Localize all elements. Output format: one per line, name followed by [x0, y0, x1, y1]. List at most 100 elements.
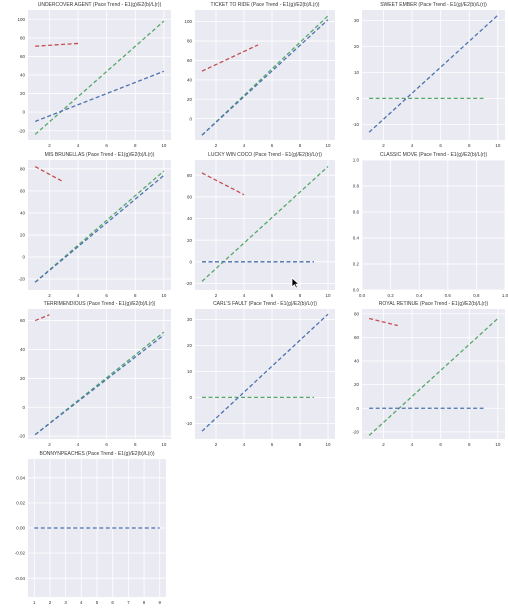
- plot-background: [195, 309, 335, 439]
- y-tick-label: 80: [187, 173, 193, 178]
- chart-title: UNDERCOVER AGENT (Pace Trend - E1(g)/E2(…: [37, 2, 162, 8]
- chart-title: LUCKY WIN COCO (Pace Trend - E1(g)/E2(b)…: [208, 152, 322, 158]
- x-tick-label: 4: [77, 442, 80, 447]
- x-tick-label: 2: [48, 442, 51, 447]
- x-tick-label: 4: [80, 600, 83, 605]
- x-tick-label: 6: [271, 143, 274, 148]
- x-tick-label: 6: [105, 442, 108, 447]
- plot-background: [362, 160, 505, 290]
- x-tick-label: 6: [105, 143, 108, 148]
- x-tick-label: 10: [161, 293, 167, 298]
- x-tick-label: 10: [495, 143, 501, 148]
- y-tick-label: 40: [20, 210, 26, 215]
- y-tick-label: 80: [20, 166, 26, 171]
- x-tick-label: 4: [77, 143, 80, 148]
- y-tick-label: 80: [20, 35, 26, 40]
- x-tick-label: 8: [134, 442, 137, 447]
- y-tick-label: 0.02: [16, 501, 25, 506]
- y-tick-label: 60: [20, 188, 26, 193]
- y-tick-label: -0.04: [15, 576, 26, 581]
- series-line: [368, 317, 398, 327]
- y-tick-label: 0: [22, 110, 25, 115]
- y-tick-label: 40: [187, 77, 193, 82]
- x-tick-label: 0.6: [445, 293, 452, 298]
- y-tick-label: 0.4: [353, 236, 360, 241]
- y-tick-label: 0.04: [16, 475, 25, 480]
- x-tick-label: 8: [143, 600, 146, 605]
- chart-title: BONNYNPEACHES (Pace Trend - E1(g)/E2(b)/…: [39, 451, 155, 457]
- chart-plot-2: -10 0 10 20 30 2 4 6 8 10: [352, 10, 505, 148]
- x-tick-label: 8: [134, 293, 137, 298]
- x-tick-label: 3: [64, 600, 67, 605]
- x-tick-label: 10: [325, 293, 331, 298]
- y-tick-label: 20: [354, 44, 360, 49]
- x-tick-label: 8: [299, 143, 302, 148]
- x-tick-label: 4: [411, 143, 414, 148]
- x-tick-label: 0.0: [359, 293, 366, 298]
- series-line: [35, 42, 79, 47]
- x-tick-label: 8: [299, 442, 302, 447]
- x-tick-label: 2: [49, 600, 52, 605]
- chart-panel-7: CARL'S FAULT (Pace Trend - E1(g)/E2(b)/L…: [171, 299, 335, 453]
- y-tick-label: 0: [189, 395, 192, 400]
- x-tick-label: 10: [325, 442, 331, 447]
- series-line: [34, 334, 165, 436]
- chart-panel-0: UNDERCOVER AGENT (Pace Trend - E1(g)/E2(…: [4, 0, 171, 154]
- y-tick-label: 40: [354, 359, 360, 364]
- series-line: [201, 44, 259, 72]
- y-tick-label: 40: [187, 216, 193, 221]
- x-tick-label: 2: [382, 442, 385, 447]
- chart-plot-3: -20 0 20 40 60 80 2 4 6 8 10: [18, 160, 171, 298]
- y-tick-label: 60: [20, 318, 26, 323]
- y-tick-label: -20: [18, 277, 25, 282]
- series-line: [368, 14, 499, 133]
- y-tick-label: -20: [185, 281, 192, 286]
- y-tick-label: 20: [187, 238, 193, 243]
- y-tick-label: 60: [187, 58, 193, 63]
- chart-plot-8: -20 0 20 40 60 80 2 4 6 8 10: [352, 309, 505, 447]
- x-tick-label: 4: [77, 293, 80, 298]
- y-tick-label: 0.8: [353, 184, 360, 189]
- series-line: [34, 20, 165, 135]
- y-tick-label: 0: [22, 405, 25, 410]
- y-tick-label: 80: [187, 39, 193, 44]
- y-tick-label: -20: [352, 430, 359, 435]
- y-tick-label: 30: [187, 317, 193, 322]
- x-tick-label: 8: [468, 442, 471, 447]
- y-tick-label: 10: [187, 369, 193, 374]
- x-tick-label: 10: [495, 442, 501, 447]
- x-tick-label: 10: [161, 442, 167, 447]
- x-tick-label: 0.2: [387, 293, 394, 298]
- x-tick-label: 7: [127, 600, 130, 605]
- x-tick-label: 4: [243, 143, 246, 148]
- x-tick-label: 6: [271, 442, 274, 447]
- mouse-pointer-icon: [291, 277, 300, 289]
- chart-title: SWEET EMBER (Pace Trend - E1(g)/E2(b)/L(…: [380, 2, 487, 8]
- chart-title: TERRIMENDIOUS (Pace Trend - E1(g)/E2(b)/…: [43, 301, 156, 307]
- chart-title: CLASSIC MOVE (Pace Trend - E1(g)/E2(b)/L…: [379, 152, 488, 158]
- chart-panel-3: MIS BRUNELLAS (Pace Trend - E1(g)/E2(b)/…: [4, 150, 171, 304]
- chart-title: CARL'S FAULT (Pace Trend - E1(g)/E2(b)/L…: [213, 301, 317, 307]
- chart-panel-6: TERRIMENDIOUS (Pace Trend - E1(g)/E2(b)/…: [4, 299, 171, 453]
- x-tick-label: 8: [468, 143, 471, 148]
- chart-panel-1: TICKET TO RIDE (Pace Trend - E1(g)/E2(b)…: [171, 0, 335, 154]
- x-tick-label: 2: [382, 143, 385, 148]
- chart-plot-1: 0 20 40 60 80 100 2 4 6 8 10: [184, 10, 335, 148]
- y-tick-label: 80: [354, 311, 360, 316]
- x-tick-label: 6: [105, 293, 108, 298]
- y-tick-label: 20: [354, 382, 360, 387]
- series-line: [34, 166, 65, 183]
- chart-plot-5: 0.0 0.2 0.4 0.6 0.8 1.0 0.0 0.2 0.4 0.6 0.8 1.0: [353, 158, 508, 298]
- chart-title: MIS BRUNELLAS (Pace Trend - E1(g)/E2(b)/…: [44, 152, 155, 158]
- y-tick-label: -20: [18, 128, 25, 133]
- chart-title: TICKET TO RIDE (Pace Trend - E1(g)/E2(b)…: [210, 2, 320, 8]
- y-tick-label: -10: [352, 122, 359, 127]
- y-tick-label: 20: [20, 91, 26, 96]
- y-tick-label: 60: [354, 335, 360, 340]
- y-tick-label: 0: [22, 255, 25, 260]
- x-tick-label: 2: [215, 293, 218, 298]
- x-tick-label: 2: [48, 143, 51, 148]
- x-tick-label: 10: [325, 143, 331, 148]
- chart-title: ROYAL RETINUE (Pace Trend - E1(g)/E2(b)/…: [378, 301, 489, 307]
